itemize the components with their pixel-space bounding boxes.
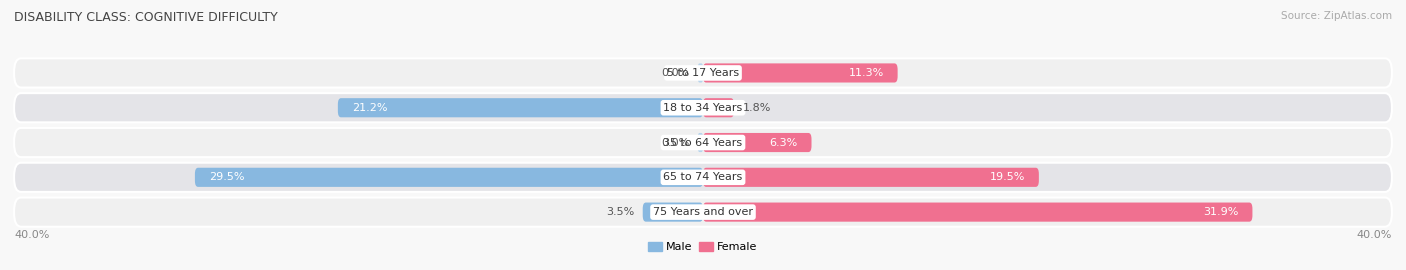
Text: DISABILITY CLASS: COGNITIVE DIFFICULTY: DISABILITY CLASS: COGNITIVE DIFFICULTY xyxy=(14,11,278,24)
Text: 11.3%: 11.3% xyxy=(849,68,884,78)
Text: 19.5%: 19.5% xyxy=(990,172,1025,182)
FancyBboxPatch shape xyxy=(703,133,811,152)
FancyBboxPatch shape xyxy=(703,63,897,83)
FancyBboxPatch shape xyxy=(14,163,1392,192)
FancyBboxPatch shape xyxy=(697,133,703,152)
FancyBboxPatch shape xyxy=(697,63,703,83)
Text: 6.3%: 6.3% xyxy=(769,137,797,147)
Text: 18 to 34 Years: 18 to 34 Years xyxy=(664,103,742,113)
FancyBboxPatch shape xyxy=(14,58,1392,87)
Text: 40.0%: 40.0% xyxy=(14,230,49,239)
Text: 3.5%: 3.5% xyxy=(606,207,634,217)
Text: 0.0%: 0.0% xyxy=(661,68,689,78)
Text: Source: ZipAtlas.com: Source: ZipAtlas.com xyxy=(1281,11,1392,21)
Text: 40.0%: 40.0% xyxy=(1357,230,1392,239)
Text: 0.0%: 0.0% xyxy=(661,137,689,147)
Text: 5 to 17 Years: 5 to 17 Years xyxy=(666,68,740,78)
Text: 21.2%: 21.2% xyxy=(352,103,387,113)
FancyBboxPatch shape xyxy=(14,197,1392,227)
FancyBboxPatch shape xyxy=(643,202,703,222)
Text: 35 to 64 Years: 35 to 64 Years xyxy=(664,137,742,147)
Legend: Male, Female: Male, Female xyxy=(644,237,762,256)
Text: 1.8%: 1.8% xyxy=(742,103,770,113)
FancyBboxPatch shape xyxy=(703,98,734,117)
Text: 31.9%: 31.9% xyxy=(1204,207,1239,217)
Text: 65 to 74 Years: 65 to 74 Years xyxy=(664,172,742,182)
FancyBboxPatch shape xyxy=(14,128,1392,157)
FancyBboxPatch shape xyxy=(703,202,1253,222)
Text: 75 Years and over: 75 Years and over xyxy=(652,207,754,217)
FancyBboxPatch shape xyxy=(195,168,703,187)
FancyBboxPatch shape xyxy=(14,93,1392,122)
Text: 29.5%: 29.5% xyxy=(208,172,245,182)
FancyBboxPatch shape xyxy=(703,168,1039,187)
FancyBboxPatch shape xyxy=(337,98,703,117)
